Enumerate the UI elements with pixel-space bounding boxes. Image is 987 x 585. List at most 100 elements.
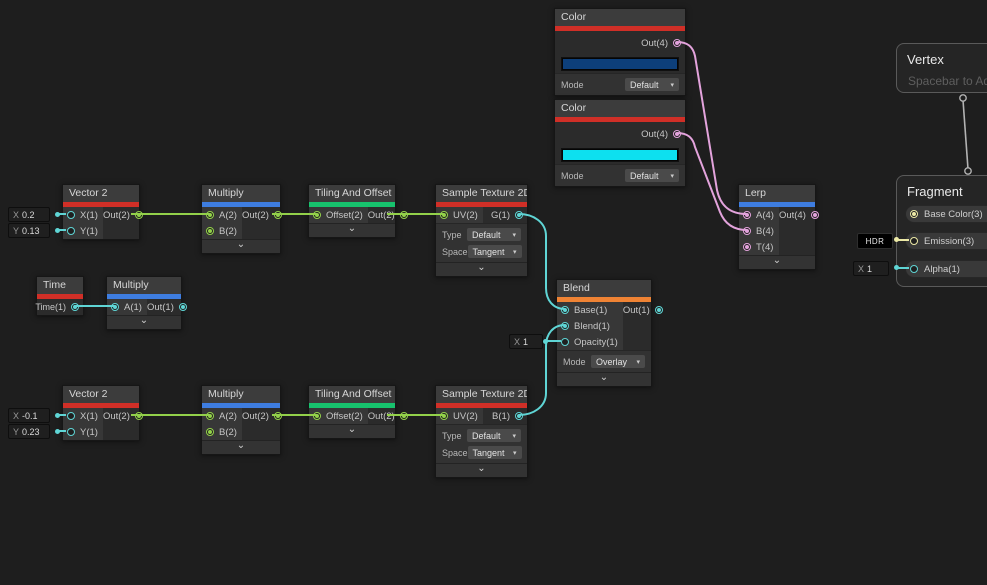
node-tiling-offset-top[interactable]: Tiling And Offset Offset(2) Out(2) ⌄: [308, 184, 408, 238]
node-vector2-top[interactable]: Vector 2 X(1) Y(1) Out(2): [62, 184, 143, 240]
color-swatch[interactable]: [562, 149, 678, 161]
node-color-bar: [555, 26, 685, 31]
port-uv-label: UV(2): [453, 209, 478, 221]
collapse-chevron-icon[interactable]: ⌄: [436, 262, 527, 276]
collapse-chevron-icon[interactable]: ⌄: [309, 424, 395, 438]
collapse-chevron-icon[interactable]: ⌄: [436, 463, 527, 477]
node-color-bar: [309, 202, 395, 207]
node-title[interactable]: Tiling And Offset: [309, 386, 395, 403]
field-connector-dot: [55, 413, 60, 418]
field-value[interactable]: -0.1: [22, 410, 38, 421]
block-alpha[interactable]: Alpha(1): [905, 260, 987, 278]
node-vector2-bottom[interactable]: Vector 2 X(1) Y(1) Out(2): [62, 385, 143, 441]
space-dropdown[interactable]: Tangent ▾: [467, 446, 522, 459]
port-out-label: Out(2): [102, 209, 130, 221]
port-out-icon[interactable]: [178, 303, 187, 311]
edge-blend-to-lerp-t[interactable]: [643, 246, 747, 309]
collapse-chevron-icon[interactable]: ⌄: [202, 440, 280, 454]
fragment-stack[interactable]: Fragment Base Color(3) Emission(3) Alpha…: [896, 175, 987, 287]
type-dropdown[interactable]: Default ▾: [467, 228, 521, 241]
node-blend[interactable]: Blend Base(1) Blend(1) Opacity(1) Out(1)…: [556, 279, 663, 387]
node-title[interactable]: Sample Texture 2D: [436, 386, 527, 403]
node-title[interactable]: Multiply: [202, 185, 280, 202]
node-title[interactable]: Blend: [557, 280, 651, 297]
field-value[interactable]: 1: [523, 336, 529, 347]
edge-vertex-to-fragment[interactable]: [962, 99, 969, 170]
node-tiling-offset-bottom[interactable]: Tiling And Offset Offset(2) Out(2) ⌄: [308, 385, 408, 439]
field-value[interactable]: 0.23: [22, 426, 40, 437]
port-x-icon[interactable]: [67, 211, 75, 219]
node-title[interactable]: Multiply: [107, 277, 181, 294]
node-title[interactable]: Vector 2: [63, 386, 139, 403]
port-opacity-icon[interactable]: [561, 338, 569, 346]
node-sample-texture-top[interactable]: Sample Texture 2D UV(2) G(1) Type Defaul…: [435, 184, 528, 277]
field-value[interactable]: 1: [867, 263, 873, 274]
port-t-icon[interactable]: [743, 243, 751, 251]
edge-texture-b-to-blend-blend[interactable]: [518, 324, 566, 416]
mode-label: Mode: [561, 79, 584, 90]
node-title[interactable]: Tiling And Offset: [309, 185, 395, 202]
dropdown-arrow-icon: ▾: [513, 449, 517, 457]
block-emission[interactable]: Emission(3): [905, 232, 987, 250]
node-title[interactable]: Sample Texture 2D: [436, 185, 527, 202]
collapse-chevron-icon[interactable]: ⌄: [309, 223, 395, 237]
block-base-color[interactable]: Base Color(3): [905, 205, 987, 223]
port-b-label: B(2): [219, 225, 237, 237]
port-alpha-icon[interactable]: [910, 265, 918, 273]
mode-dropdown[interactable]: Default ▾: [625, 169, 679, 182]
mode-label: Mode: [561, 170, 584, 181]
node-lerp[interactable]: Lerp A(4) B(4) T(4) Out(4) ⌄: [738, 184, 819, 270]
port-base-color-icon[interactable]: [910, 210, 918, 218]
edge-lerp-to-base-color[interactable]: [807, 213, 910, 214]
node-title[interactable]: Multiply: [202, 386, 280, 403]
hdr-color-field[interactable]: HDR: [857, 233, 893, 249]
port-y-icon[interactable]: [67, 428, 75, 436]
vertex-stack[interactable]: Vertex Spacebar to Add...: [896, 43, 987, 93]
collapse-chevron-icon[interactable]: ⌄: [107, 315, 181, 329]
collapse-chevron-icon[interactable]: ⌄: [739, 255, 815, 269]
y-value-field[interactable]: Y 0.23: [8, 424, 50, 439]
node-color-bottom[interactable]: Color Out(4) Mode Default ▾: [554, 99, 686, 187]
node-title[interactable]: Color: [555, 9, 685, 26]
alpha-value-field[interactable]: X 1: [853, 261, 889, 276]
node-color-bar: [63, 403, 139, 408]
node-title[interactable]: Color: [555, 100, 685, 117]
dropdown-arrow-icon: ▾: [513, 248, 517, 256]
edge-color-top-to-lerp-a[interactable]: [676, 41, 748, 215]
port-emission-icon[interactable]: [910, 237, 918, 245]
node-multiply-time[interactable]: Multiply A(1) Out(1) ⌄: [106, 276, 187, 330]
node-multiply-bottom[interactable]: Multiply A(2) B(2) Out(2) ⌄: [201, 385, 282, 455]
mode-dropdown[interactable]: Overlay ▾: [591, 355, 645, 368]
collapse-chevron-icon[interactable]: ⌄: [557, 372, 651, 386]
node-time[interactable]: Time Time(1): [35, 276, 84, 316]
port-y-icon[interactable]: [67, 227, 75, 235]
node-title[interactable]: Time: [37, 277, 83, 294]
field-value[interactable]: 0.13: [22, 225, 40, 236]
node-multiply-top[interactable]: Multiply A(2) B(2) Out(2) ⌄: [201, 184, 282, 254]
opacity-value-field[interactable]: X 1: [509, 334, 543, 349]
x-value-field[interactable]: X 0.2: [8, 207, 50, 222]
collapse-chevron-icon[interactable]: ⌄: [202, 239, 280, 253]
mode-dropdown[interactable]: Default ▾: [625, 78, 679, 91]
node-color-top[interactable]: Color Out(4) Mode Default ▾: [554, 8, 686, 96]
port-x-icon[interactable]: [67, 412, 75, 420]
port-b-icon[interactable]: [206, 227, 214, 235]
x-value-field[interactable]: X -0.1: [8, 408, 50, 423]
port-b-icon[interactable]: [206, 428, 214, 436]
add-block-placeholder[interactable]: Spacebar to Add...: [908, 74, 987, 88]
node-sample-texture-bottom[interactable]: Sample Texture 2D UV(2) B(1) Type Defaul…: [435, 385, 528, 478]
node-title[interactable]: Lerp: [739, 185, 815, 202]
space-label: Space: [442, 246, 468, 257]
node-title[interactable]: Vector 2: [63, 185, 139, 202]
space-dropdown[interactable]: Tangent ▾: [467, 245, 522, 258]
edge-color-bottom-to-lerp-b[interactable]: [676, 132, 748, 231]
y-value-field[interactable]: Y 0.13: [8, 223, 50, 238]
port-a-label: A(2): [219, 209, 237, 221]
port-out-icon[interactable]: [810, 211, 819, 219]
port-out-icon[interactable]: [654, 306, 663, 314]
color-swatch[interactable]: [562, 58, 678, 70]
field-value[interactable]: 0.2: [22, 209, 35, 220]
type-dropdown[interactable]: Default ▾: [467, 429, 521, 442]
edge-texture-g-to-blend-base[interactable]: [518, 213, 566, 310]
